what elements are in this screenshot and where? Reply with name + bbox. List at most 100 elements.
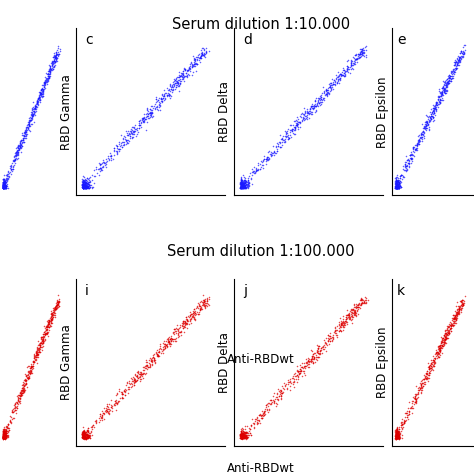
Point	[398, 421, 406, 429]
Point	[277, 394, 285, 402]
Point	[237, 431, 245, 439]
Point	[238, 434, 246, 442]
Point	[252, 164, 260, 172]
Point	[335, 73, 342, 81]
Point	[441, 330, 448, 337]
Point	[21, 129, 29, 137]
Point	[115, 141, 123, 148]
Point	[394, 182, 401, 189]
Point	[0, 433, 8, 441]
Point	[337, 70, 344, 78]
Point	[180, 328, 188, 336]
Point	[427, 116, 435, 123]
Point	[393, 179, 401, 186]
Point	[354, 305, 362, 312]
Point	[239, 432, 247, 440]
Point	[252, 167, 260, 174]
Point	[298, 109, 306, 117]
Point	[458, 304, 465, 312]
Point	[80, 182, 88, 189]
Point	[325, 331, 332, 339]
Point	[2, 432, 10, 440]
Point	[98, 416, 106, 424]
Point	[392, 429, 400, 437]
Point	[392, 434, 400, 441]
Point	[240, 430, 247, 438]
Point	[323, 89, 330, 97]
Point	[12, 403, 19, 411]
Point	[418, 379, 426, 387]
Point	[239, 431, 246, 438]
Point	[113, 399, 120, 407]
Point	[3, 184, 10, 191]
Point	[79, 434, 87, 442]
Point	[284, 131, 292, 138]
Point	[0, 430, 7, 438]
Point	[393, 434, 401, 441]
Point	[395, 429, 402, 437]
Point	[419, 376, 426, 383]
Point	[29, 108, 36, 115]
Point	[0, 180, 7, 187]
Point	[44, 78, 52, 85]
Point	[238, 433, 246, 441]
Point	[441, 84, 448, 92]
Point	[78, 181, 86, 189]
Point	[413, 146, 420, 154]
Point	[117, 145, 124, 153]
Point	[31, 104, 38, 111]
Point	[239, 184, 247, 191]
Point	[416, 137, 423, 144]
Point	[395, 178, 403, 185]
Point	[296, 112, 303, 120]
Point	[393, 181, 401, 188]
Point	[81, 184, 88, 192]
Point	[333, 74, 340, 82]
Point	[33, 96, 41, 104]
Point	[0, 433, 7, 440]
Point	[293, 366, 301, 374]
Point	[303, 111, 311, 119]
Point	[36, 340, 43, 348]
Point	[439, 334, 447, 342]
Point	[319, 95, 327, 102]
Point	[394, 182, 401, 190]
Point	[13, 398, 20, 405]
Point	[135, 368, 142, 376]
Point	[454, 310, 461, 318]
Point	[459, 301, 467, 309]
Point	[103, 407, 110, 415]
Point	[88, 425, 96, 433]
Point	[342, 315, 349, 322]
Point	[78, 183, 86, 191]
Point	[330, 80, 338, 88]
Point	[331, 328, 338, 335]
Point	[453, 63, 460, 70]
Point	[400, 419, 408, 426]
Point	[309, 347, 316, 355]
Point	[433, 101, 441, 109]
Point	[0, 428, 8, 436]
Point	[433, 101, 440, 109]
Point	[413, 140, 420, 147]
Point	[25, 119, 33, 127]
Point	[177, 77, 184, 85]
Point	[393, 183, 401, 191]
Point	[242, 429, 249, 437]
Point	[0, 430, 7, 438]
Point	[96, 160, 104, 167]
Point	[393, 177, 401, 185]
Point	[1, 434, 9, 441]
Point	[418, 130, 425, 138]
Point	[348, 313, 356, 320]
Point	[394, 184, 402, 191]
Point	[17, 144, 24, 151]
Point	[450, 318, 457, 326]
Point	[392, 184, 399, 191]
Point	[431, 104, 439, 112]
Point	[143, 359, 151, 366]
Point	[318, 96, 325, 104]
Point	[237, 430, 245, 438]
Point	[239, 179, 247, 187]
Point	[15, 145, 23, 153]
